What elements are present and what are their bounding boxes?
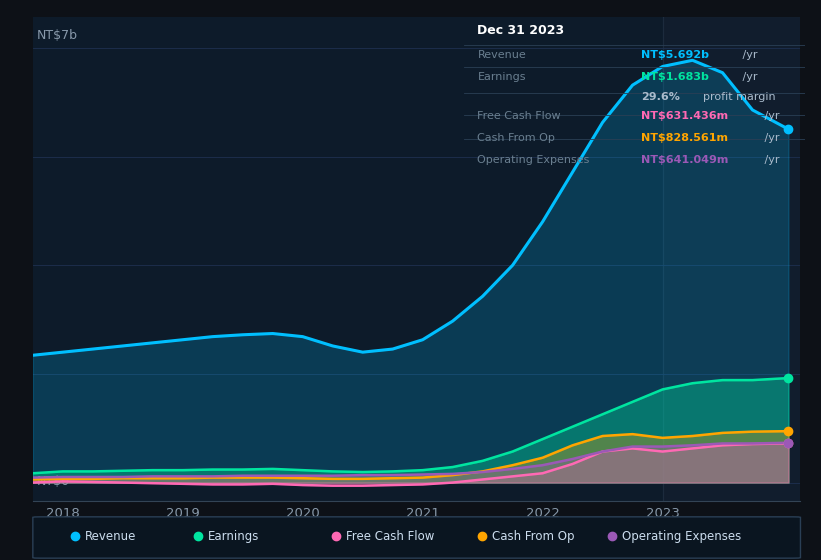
Text: NT$7b: NT$7b [37,29,78,42]
Text: Dec 31 2023: Dec 31 2023 [478,25,565,38]
Text: Revenue: Revenue [85,530,136,543]
Text: /yr: /yr [739,50,758,60]
Text: NT$1.683b: NT$1.683b [641,72,709,82]
Text: NT$0: NT$0 [37,475,70,488]
Text: Revenue: Revenue [478,50,526,60]
Text: Earnings: Earnings [208,530,259,543]
Text: /yr: /yr [739,72,758,82]
Text: Free Cash Flow: Free Cash Flow [478,111,561,121]
Text: Operating Expenses: Operating Expenses [622,530,741,543]
Text: Operating Expenses: Operating Expenses [478,155,589,165]
Text: /yr: /yr [761,111,779,121]
Text: NT$5.692b: NT$5.692b [641,50,709,60]
Text: Cash From Op: Cash From Op [492,530,575,543]
Bar [663,17,800,501]
Text: /yr: /yr [761,133,779,143]
Text: Earnings: Earnings [478,72,526,82]
Text: profit margin: profit margin [695,91,775,101]
Text: NT$828.561m: NT$828.561m [641,133,728,143]
Text: NT$641.049m: NT$641.049m [641,155,728,165]
Text: /yr: /yr [761,155,779,165]
Text: NT$631.436m: NT$631.436m [641,111,728,121]
FancyBboxPatch shape [33,517,800,558]
Text: Free Cash Flow: Free Cash Flow [346,530,434,543]
Text: Cash From Op: Cash From Op [478,133,555,143]
Text: 29.6%: 29.6% [641,91,680,101]
